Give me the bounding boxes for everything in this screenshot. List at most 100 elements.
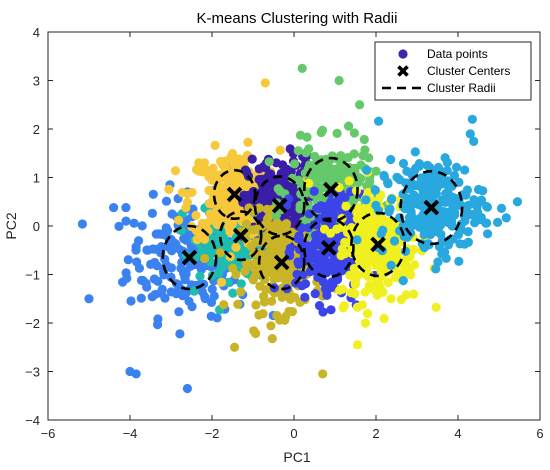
cluster-radius [350, 211, 406, 278]
cluster-center [273, 254, 290, 271]
data-point-outlier [512, 197, 523, 207]
data-point [234, 154, 244, 164]
x-tick-label: 4 [454, 426, 461, 441]
data-point [314, 253, 324, 263]
data-point [323, 161, 333, 171]
data-point [378, 225, 388, 235]
data-point [339, 301, 349, 311]
data-point [173, 280, 183, 290]
data-point [361, 195, 371, 205]
cluster-center [271, 197, 288, 214]
data-point [322, 290, 332, 300]
data-point [243, 190, 253, 201]
cluster-center [423, 199, 440, 216]
data-point [273, 184, 283, 194]
data-point [362, 165, 372, 175]
data-point [346, 288, 356, 298]
data-point [386, 260, 396, 270]
data-point [129, 218, 139, 228]
data-point [187, 187, 197, 197]
data-point [264, 157, 274, 167]
x-tick-label: −2 [205, 426, 220, 441]
data-point [309, 186, 319, 196]
data-point [228, 288, 238, 298]
data-point [300, 279, 311, 289]
cluster-radius [302, 156, 359, 223]
data-point-outlier [352, 340, 363, 350]
data-point [420, 226, 430, 236]
data-point [400, 257, 411, 267]
cluster-center [181, 249, 198, 266]
data-point [271, 210, 281, 220]
data-point [328, 208, 338, 218]
data-point [312, 203, 322, 213]
data-point [431, 302, 441, 312]
data-point [389, 236, 400, 246]
data-point-outlier [121, 202, 131, 213]
data-point [365, 176, 375, 186]
data-point [426, 219, 436, 229]
data-point-outlier [260, 78, 270, 88]
x-tick-label: −6 [41, 426, 56, 441]
data-point [161, 223, 171, 233]
data-point [371, 200, 381, 210]
data-point [345, 270, 355, 280]
data-point [219, 300, 229, 310]
data-point [293, 234, 303, 244]
data-point [406, 210, 417, 221]
data-point [267, 296, 277, 306]
data-point [251, 300, 261, 310]
data-point-outlier [131, 369, 141, 379]
data-point [359, 134, 369, 145]
data-point [180, 275, 190, 285]
data-point [205, 209, 215, 219]
data-point [264, 237, 274, 247]
data-point-outlier [334, 75, 344, 86]
legend-label: Cluster Centers [427, 64, 510, 78]
y-tick-label: 4 [33, 25, 40, 40]
data-point [364, 281, 374, 291]
cluster-radius [218, 210, 263, 262]
data-point [131, 242, 141, 252]
data-point [318, 307, 328, 317]
data-point [462, 185, 472, 195]
data-point [217, 277, 227, 287]
data-point [371, 259, 381, 270]
data-point [254, 174, 264, 185]
data-point [243, 137, 253, 147]
data-point [297, 223, 307, 233]
data-point [167, 209, 177, 219]
y-tick-label: 0 [33, 219, 40, 234]
data-point [138, 275, 148, 286]
data-point [360, 287, 370, 297]
data-point [422, 160, 432, 170]
data-point [281, 224, 291, 234]
data-point [126, 296, 136, 306]
data-point [204, 172, 214, 182]
data-point [482, 201, 492, 212]
data-point [454, 256, 464, 266]
data-point [163, 242, 174, 252]
x-tick-label: 0 [290, 426, 297, 441]
cluster-radius [399, 169, 464, 246]
data-point [404, 230, 414, 240]
data-point [406, 219, 417, 229]
data-point-outlier [84, 294, 94, 304]
data-point [248, 225, 258, 235]
data-point [411, 163, 421, 173]
data-point [233, 299, 243, 309]
data-point [276, 176, 287, 186]
x-tick-label: 6 [536, 426, 543, 441]
data-point [277, 292, 287, 302]
cluster-radius [302, 217, 355, 279]
data-point [326, 305, 336, 315]
data-point-outlier [355, 100, 365, 110]
data-point [434, 164, 444, 174]
data-point [310, 151, 320, 161]
data-point [326, 228, 336, 238]
cluster-center [226, 186, 243, 203]
data-point-outlier [467, 114, 477, 124]
data-point [229, 180, 239, 190]
